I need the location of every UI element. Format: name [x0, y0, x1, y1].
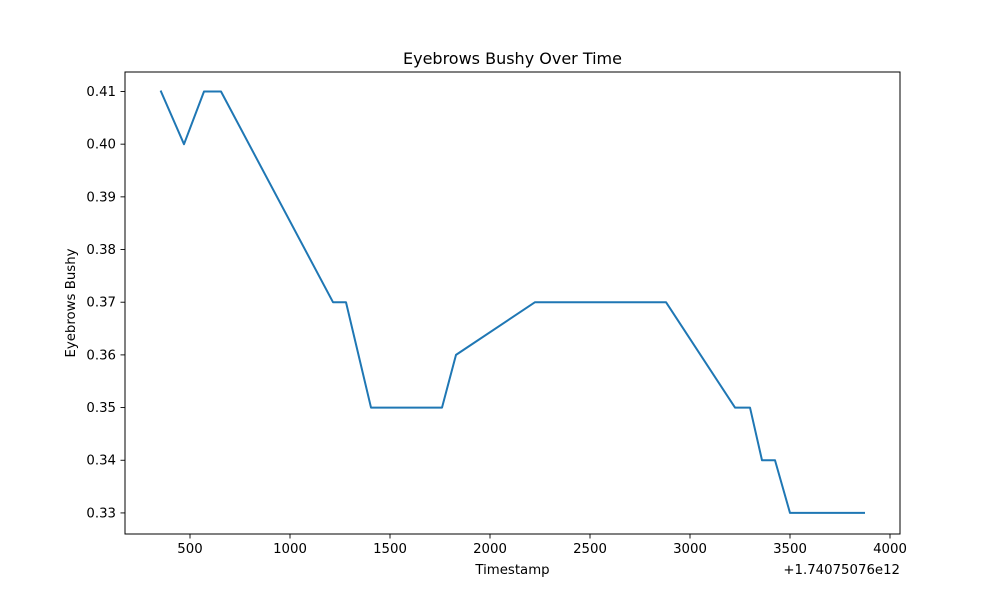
y-tick-label: 0.41: [86, 85, 116, 100]
y-tick-label: 0.37: [86, 296, 116, 311]
x-axis: 500 1000 1500 2000 2500 3000 3500 4000: [177, 534, 907, 557]
y-tick-label: 0.40: [86, 138, 116, 153]
series-line: [159, 90, 865, 514]
x-tick-label: 500: [177, 542, 202, 557]
x-tick-label: 3000: [673, 542, 707, 557]
y-tick-label: 0.38: [86, 243, 116, 258]
x-tick-label: 2000: [473, 542, 507, 557]
series-layer: [159, 90, 865, 514]
x-tick-label: 4000: [873, 542, 907, 557]
y-tick-label: 0.33: [86, 506, 116, 521]
y-axis-label: Eyebrows Bushy: [64, 248, 79, 357]
x-tick-label: 1000: [273, 542, 307, 557]
chart-title: Eyebrows Bushy Over Time: [403, 49, 622, 68]
x-axis-label: Timestamp: [474, 563, 549, 578]
y-tick-label: 0.39: [86, 190, 116, 205]
x-tick-label: 2500: [573, 542, 607, 557]
x-tick-label: 3500: [773, 542, 807, 557]
y-axis: 0.33 0.34 0.35 0.36 0.37 0.38 0.39 0.40 0.41: [86, 85, 125, 521]
x-tick-label: 1500: [373, 542, 407, 557]
y-tick-label: 0.35: [86, 401, 116, 416]
y-tick-label: 0.36: [86, 348, 116, 363]
plot-frame: [124, 71, 901, 535]
x-axis-offset-label: +1.74075076e12: [783, 563, 900, 578]
y-tick-label: 0.34: [86, 454, 116, 469]
